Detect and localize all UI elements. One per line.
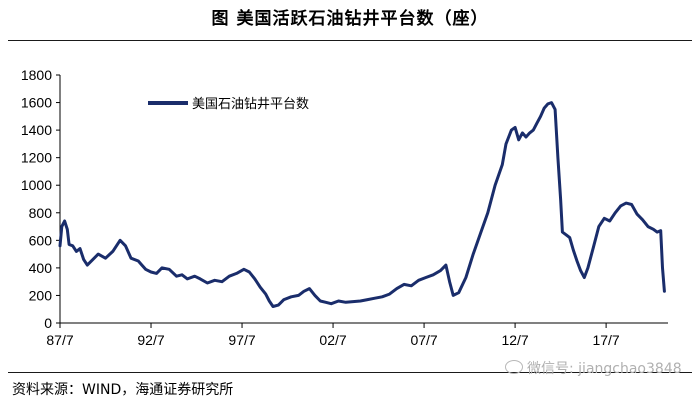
x-tick-label: 12/7 <box>501 332 528 348</box>
source-note: 资料来源：WIND，海通证券研究所 <box>12 382 234 398</box>
y-tick-label: 0 <box>44 315 52 331</box>
y-tick-label: 1800 <box>21 67 52 83</box>
legend-label: 美国石油钻井平台数 <box>192 96 309 111</box>
y-tick-label: 200 <box>29 287 53 303</box>
chart-title: 图 美国活跃石油钻井平台数（座） <box>211 9 489 29</box>
x-tick-label: 17/7 <box>592 332 619 348</box>
y-tick-label: 800 <box>29 205 53 221</box>
line-chart: 0 200 400 600 800 1000 1200 1400 1600 1800 87/7 92… <box>21 67 668 348</box>
y-tick-label: 1600 <box>21 95 52 111</box>
x-tick-label: 07/7 <box>410 332 437 348</box>
series-line-0 <box>58 101 666 308</box>
x-tick-label: 02/7 <box>319 332 346 348</box>
legend: 美国石油钻井平台数 <box>148 96 309 111</box>
x-tick-label: 87/7 <box>46 332 73 348</box>
title-rule <box>8 40 692 41</box>
watermark-text: 微信号: jiangchao3848 <box>527 361 682 377</box>
y-tick-label: 1200 <box>21 150 52 166</box>
y-tick-label: 600 <box>29 232 53 248</box>
y-tick-label: 1400 <box>21 122 52 138</box>
x-tick-label: 97/7 <box>228 332 255 348</box>
x-tick-label: 92/7 <box>137 332 164 348</box>
chart-axes <box>59 75 668 324</box>
x-axis-ticks: 87/7 92/7 97/7 02/7 07/7 12/7 17/7 <box>46 323 620 348</box>
wechat-icon <box>505 360 523 374</box>
y-tick-label: 1000 <box>21 177 52 193</box>
bottom-rule <box>8 372 692 373</box>
y-tick-label: 400 <box>29 260 53 276</box>
y-axis-ticks: 0 200 400 600 800 1000 1200 1400 1600 1800 <box>21 67 60 331</box>
series-group <box>58 101 666 308</box>
watermark: 微信号: jiangchao3848 <box>505 358 682 378</box>
